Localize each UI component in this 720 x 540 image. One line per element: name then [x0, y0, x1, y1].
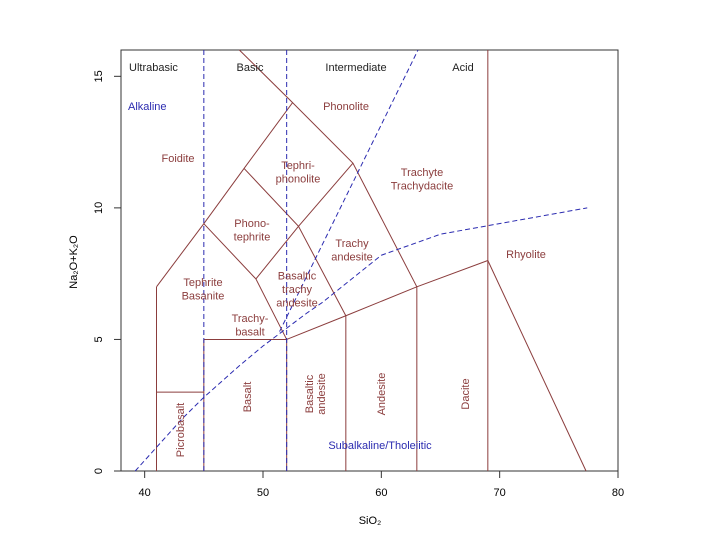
field-label: Dacite — [460, 378, 472, 409]
y-tick-label: 15 — [93, 70, 105, 82]
boundary-line — [203, 223, 288, 340]
field-label: andesite — [316, 373, 328, 415]
class-header: Basic — [237, 62, 264, 74]
field-label: trachy — [282, 284, 312, 296]
field-label: Phonolite — [323, 101, 369, 113]
field-label: Trachydacite — [391, 181, 454, 193]
x-tick-label: 40 — [139, 487, 151, 499]
plot-frame — [120, 49, 619, 472]
x-axis-label: SiO₂ — [359, 515, 382, 527]
field-label: Trachyte — [401, 167, 443, 179]
boundary-line — [243, 168, 347, 316]
field-label: Basaltic — [304, 374, 316, 413]
series-label: Alkaline — [128, 101, 167, 113]
y-tick-label: 10 — [93, 202, 105, 214]
field-label: andesite — [331, 252, 373, 264]
field-label: Trachy — [335, 238, 369, 250]
field-label: Rhyolite — [506, 249, 546, 261]
field-label: Foidite — [161, 153, 194, 165]
series-label: Subalkaline/Tholeiitic — [328, 440, 432, 452]
boundary-line — [238, 49, 293, 103]
boundary-line — [487, 260, 587, 472]
class-header: Ultrabasic — [129, 62, 178, 74]
field-label: Trachy- — [232, 313, 269, 325]
field-label: Tephrite — [183, 277, 222, 289]
field-label: Basalt — [242, 382, 254, 413]
field-label: phonolite — [276, 174, 321, 186]
class-header: Intermediate — [325, 62, 386, 74]
boundary-line — [134, 207, 588, 472]
field-label: Basaltic — [278, 270, 317, 282]
field-label: Andesite — [376, 373, 388, 416]
y-tick-label: 0 — [93, 468, 105, 474]
class-header: Acid — [452, 62, 473, 74]
field-label: Basanite — [182, 291, 225, 303]
field-label: andesite — [276, 297, 318, 309]
boundary-line — [156, 101, 418, 288]
field-label: Phono- — [234, 218, 270, 230]
y-axis-label: Na₂O+K₂O — [68, 235, 80, 289]
y-tick-label: 5 — [93, 336, 105, 342]
field-label: Picrobasalt — [175, 403, 187, 457]
boundary-line — [279, 49, 419, 332]
x-tick-label: 50 — [257, 487, 269, 499]
field-label: Tephri- — [281, 160, 315, 172]
boundary-line — [286, 260, 489, 340]
x-tick-label: 80 — [612, 487, 624, 499]
field-label: tephrite — [234, 232, 271, 244]
field-label: basalt — [235, 327, 264, 339]
x-tick-label: 60 — [375, 487, 387, 499]
x-tick-label: 70 — [494, 487, 506, 499]
